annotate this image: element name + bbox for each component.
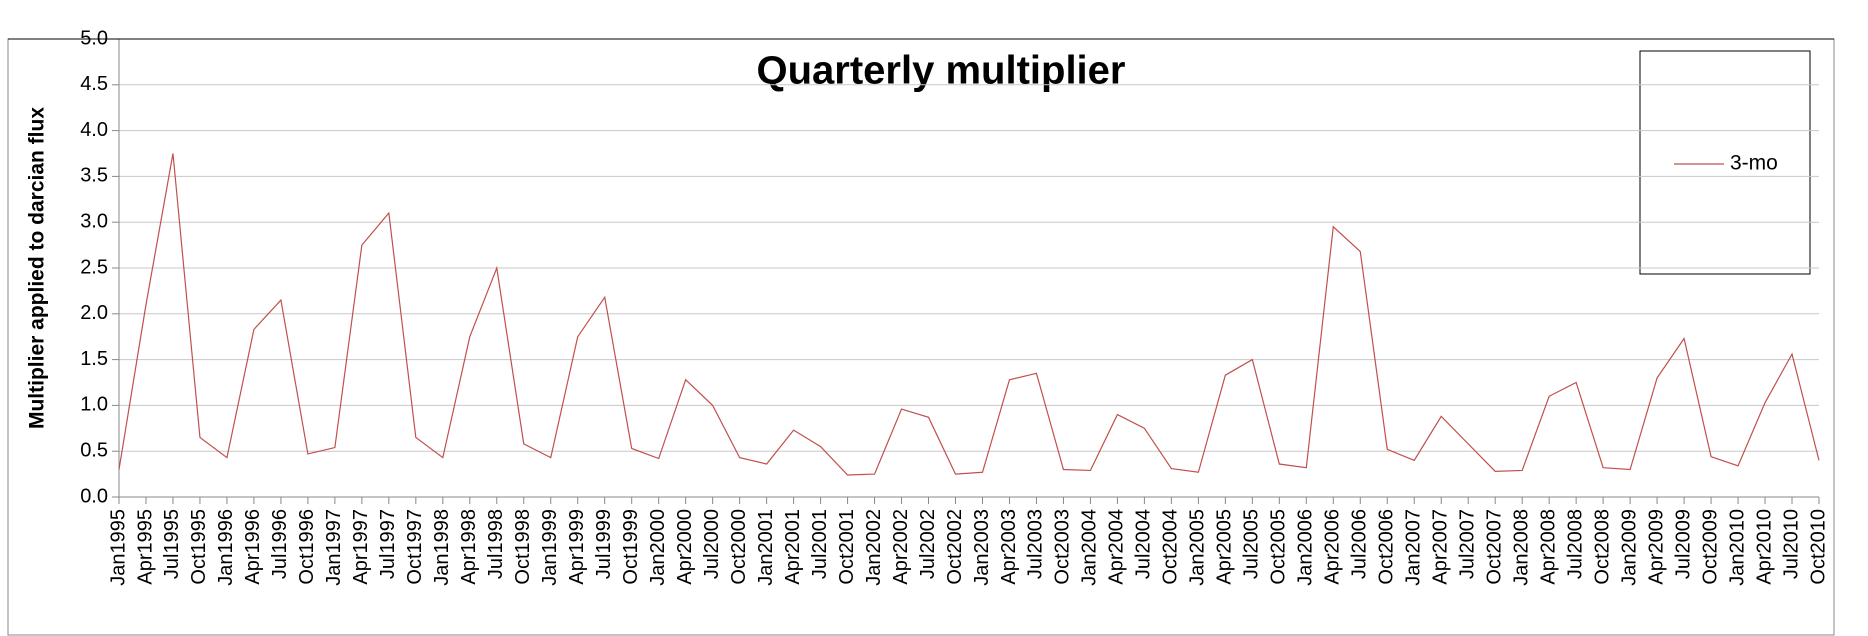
x-tick-label: Apr2005 bbox=[1214, 509, 1236, 585]
x-tick-label: Jan1998 bbox=[431, 509, 453, 586]
x-tick-label: Jul2003 bbox=[1025, 509, 1047, 579]
x-tick-label: Jul2002 bbox=[917, 509, 939, 579]
x-tick-label: Jul2007 bbox=[1456, 509, 1478, 579]
x-tick-label: Apr2009 bbox=[1645, 509, 1667, 585]
x-tick-label: Apr2007 bbox=[1430, 509, 1452, 585]
x-tick-label: Jul2000 bbox=[701, 509, 723, 579]
x-tick-label: Jul2006 bbox=[1349, 509, 1371, 579]
x-tick-label: Oct1998 bbox=[512, 509, 534, 585]
y-tick-label: 4.5 bbox=[80, 73, 108, 95]
y-tick-label: 4.0 bbox=[80, 119, 108, 141]
x-tick-label: Oct2010 bbox=[1807, 509, 1829, 585]
y-tick-label: 1.0 bbox=[80, 394, 108, 416]
y-axis-label: Multiplier applied to darcian flux bbox=[26, 107, 49, 429]
chart-frame bbox=[7, 38, 1835, 636]
x-tick-label: Jan2008 bbox=[1510, 509, 1532, 586]
x-tick-label: Oct2000 bbox=[728, 509, 750, 585]
x-tick-label: Jul2004 bbox=[1133, 509, 1155, 579]
x-tick-label: Apr2004 bbox=[1106, 509, 1128, 585]
x-tick-label: Oct1997 bbox=[404, 509, 426, 585]
x-tick-label: Apr1996 bbox=[242, 509, 264, 585]
x-tick-label: Jan1996 bbox=[215, 509, 237, 586]
x-tick-label: Jan2007 bbox=[1403, 509, 1425, 586]
x-tick-label: Apr1999 bbox=[566, 509, 588, 585]
x-tick-label: Jan2006 bbox=[1295, 509, 1317, 586]
x-tick-label: Jan2000 bbox=[647, 509, 669, 586]
x-tick-label: Apr2001 bbox=[782, 509, 804, 585]
legend-label: 3-mo bbox=[1730, 152, 1778, 175]
x-tick-label: Apr2006 bbox=[1322, 509, 1344, 585]
x-tick-label: Apr2002 bbox=[890, 509, 912, 585]
x-tick-label: Jan2009 bbox=[1618, 509, 1640, 586]
x-tick-label: Jan2002 bbox=[863, 509, 885, 586]
y-tick-label: 2.0 bbox=[80, 302, 108, 324]
x-tick-label: Jul2008 bbox=[1564, 509, 1586, 579]
x-tick-label: Apr2010 bbox=[1753, 509, 1775, 585]
x-tick-label: Oct2005 bbox=[1268, 509, 1290, 585]
x-tick-label: Apr1997 bbox=[350, 509, 372, 585]
x-tick-label: Oct1996 bbox=[296, 509, 318, 585]
x-tick-label: Oct2001 bbox=[836, 509, 858, 585]
x-tick-label: Jul2009 bbox=[1672, 509, 1694, 579]
x-tick-label: Jul1998 bbox=[485, 509, 507, 579]
x-tick-label: Jan1997 bbox=[323, 509, 345, 586]
x-tick-label: Oct2007 bbox=[1483, 509, 1505, 585]
x-tick-label: Oct1995 bbox=[188, 509, 210, 585]
x-tick-label: Apr2000 bbox=[674, 509, 696, 585]
x-tick-label: Jan1995 bbox=[107, 509, 129, 586]
x-tick-label: Jul2005 bbox=[1241, 509, 1263, 579]
series-line bbox=[118, 153, 1820, 476]
x-tick-label: Jul1996 bbox=[269, 509, 291, 579]
x-tick-label: Oct2006 bbox=[1376, 509, 1398, 585]
x-tick-label: Jan1999 bbox=[539, 509, 561, 586]
x-tick-label: Oct2008 bbox=[1591, 509, 1613, 585]
x-tick-label: Apr1998 bbox=[458, 509, 480, 585]
chart-title: Quarterly multiplier bbox=[757, 49, 1126, 93]
x-tick-label: Apr2003 bbox=[998, 509, 1020, 585]
x-tick-label: Jan2004 bbox=[1079, 509, 1101, 586]
x-tick-label: Oct2003 bbox=[1052, 509, 1074, 585]
x-tick-label: Jul2001 bbox=[809, 509, 831, 579]
x-tick-label: Jan2003 bbox=[971, 509, 993, 586]
x-tick-label: Jul1995 bbox=[161, 509, 183, 579]
x-tick-label: Jan2010 bbox=[1726, 509, 1748, 586]
y-tick-label: 0.5 bbox=[80, 439, 108, 461]
y-tick-label: 3.5 bbox=[80, 165, 108, 187]
x-tick-label: Oct2004 bbox=[1160, 509, 1182, 585]
legend-box bbox=[1639, 50, 1811, 275]
x-tick-label: Apr1995 bbox=[134, 509, 156, 585]
x-tick-label: Jan2005 bbox=[1187, 509, 1209, 586]
x-tick-label: Apr2008 bbox=[1537, 509, 1559, 585]
y-tick-label: 2.5 bbox=[80, 256, 108, 278]
x-tick-label: Jul2010 bbox=[1780, 509, 1802, 579]
y-tick-label: 1.5 bbox=[80, 348, 108, 370]
y-tick-label: 0.0 bbox=[80, 485, 108, 507]
y-tick-label: 3.0 bbox=[80, 210, 108, 232]
x-tick-label: Jan2001 bbox=[755, 509, 777, 586]
x-tick-label: Oct1999 bbox=[620, 509, 642, 585]
x-tick-label: Oct2002 bbox=[944, 509, 966, 585]
x-tick-label: Oct2009 bbox=[1699, 509, 1721, 585]
x-tick-label: Jul1999 bbox=[593, 509, 615, 579]
x-tick-label: Jul1997 bbox=[377, 509, 399, 579]
y-tick-label: 5.0 bbox=[80, 27, 108, 49]
